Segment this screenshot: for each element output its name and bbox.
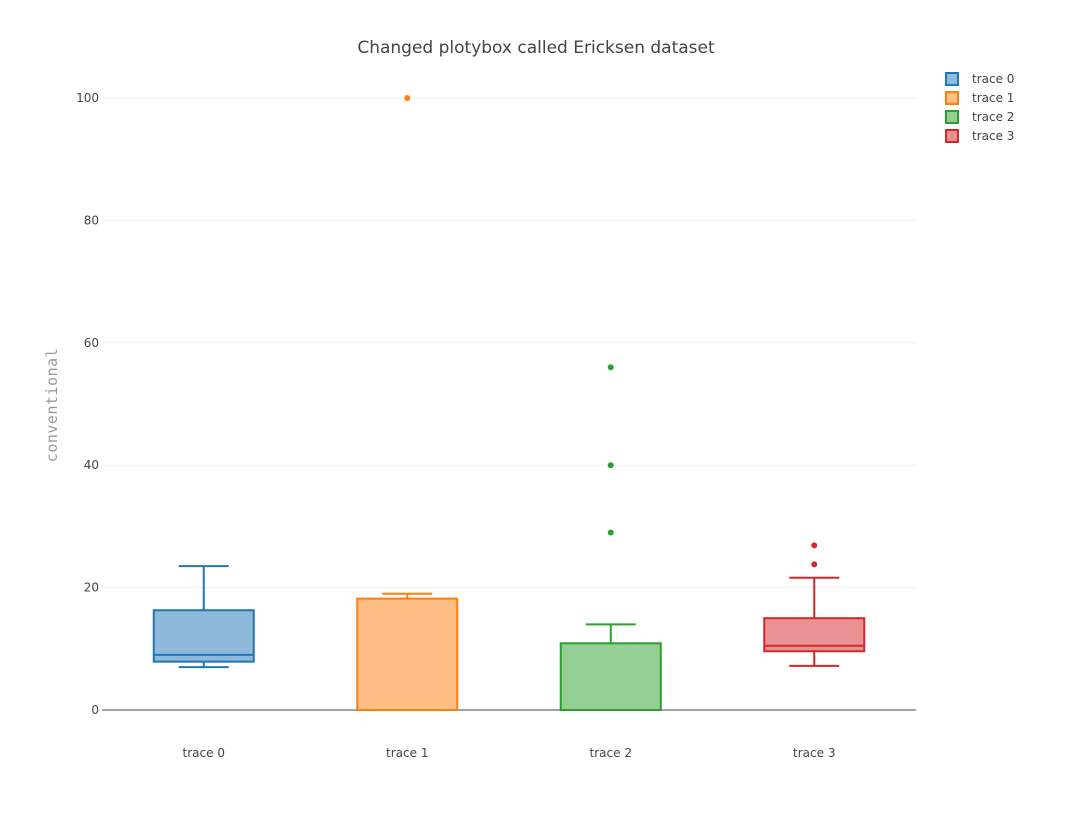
legend-item-3[interactable]: trace 3 xyxy=(945,129,1014,143)
y-tick-label-0: 0 xyxy=(91,703,99,717)
box-body xyxy=(152,609,255,663)
box-traces xyxy=(152,95,866,712)
legend-label: trace 3 xyxy=(972,129,1014,143)
legend-swatch xyxy=(945,72,959,86)
legend-item-0[interactable]: trace 0 xyxy=(945,72,1014,86)
x-tick-label-2: trace 2 xyxy=(590,746,632,760)
legend-swatch xyxy=(945,110,959,124)
outlier-point-1 xyxy=(607,462,614,469)
legend-swatch xyxy=(945,129,959,143)
outlier-point-0 xyxy=(811,561,818,568)
box-trace-2 xyxy=(559,364,662,711)
x-tick-label-1: trace 1 xyxy=(386,746,428,760)
y-gridlines xyxy=(102,97,916,711)
box-trace-0 xyxy=(152,565,255,669)
legend-item-2[interactable]: trace 2 xyxy=(945,110,1014,124)
outlier-point-0 xyxy=(607,529,614,536)
y-tick-label-60: 60 xyxy=(84,336,99,350)
box-trace-3 xyxy=(763,542,866,667)
legend-label: trace 0 xyxy=(972,72,1014,86)
x-tick-label-0: trace 0 xyxy=(183,746,225,760)
box-trace-1 xyxy=(356,95,459,712)
chart-title: Changed plotybox called Ericksen dataset xyxy=(357,38,715,58)
legend-label: trace 1 xyxy=(972,91,1014,105)
y-tick-label-80: 80 xyxy=(84,213,99,227)
legend-item-1[interactable]: trace 1 xyxy=(945,91,1014,105)
y-axis-ticks: 0 20 40 60 80 100 xyxy=(76,91,99,717)
y-tick-label-100: 100 xyxy=(76,91,99,105)
y-axis-label: conventional xyxy=(43,348,61,462)
box-body xyxy=(356,597,459,712)
legend[interactable]: trace 0 trace 1 trace 2 trace 3 xyxy=(945,72,1014,143)
legend-label: trace 2 xyxy=(972,110,1014,124)
legend-swatch xyxy=(945,91,959,105)
x-axis-ticks: trace 0 trace 1 trace 2 trace 3 xyxy=(183,746,836,760)
x-tick-label-3: trace 3 xyxy=(793,746,835,760)
outlier-point-0 xyxy=(404,95,411,101)
y-tick-label-20: 20 xyxy=(84,581,99,595)
y-tick-label-40: 40 xyxy=(84,458,99,472)
box-body xyxy=(559,642,662,711)
outlier-point-1 xyxy=(811,542,818,549)
outlier-point-2 xyxy=(607,364,614,371)
